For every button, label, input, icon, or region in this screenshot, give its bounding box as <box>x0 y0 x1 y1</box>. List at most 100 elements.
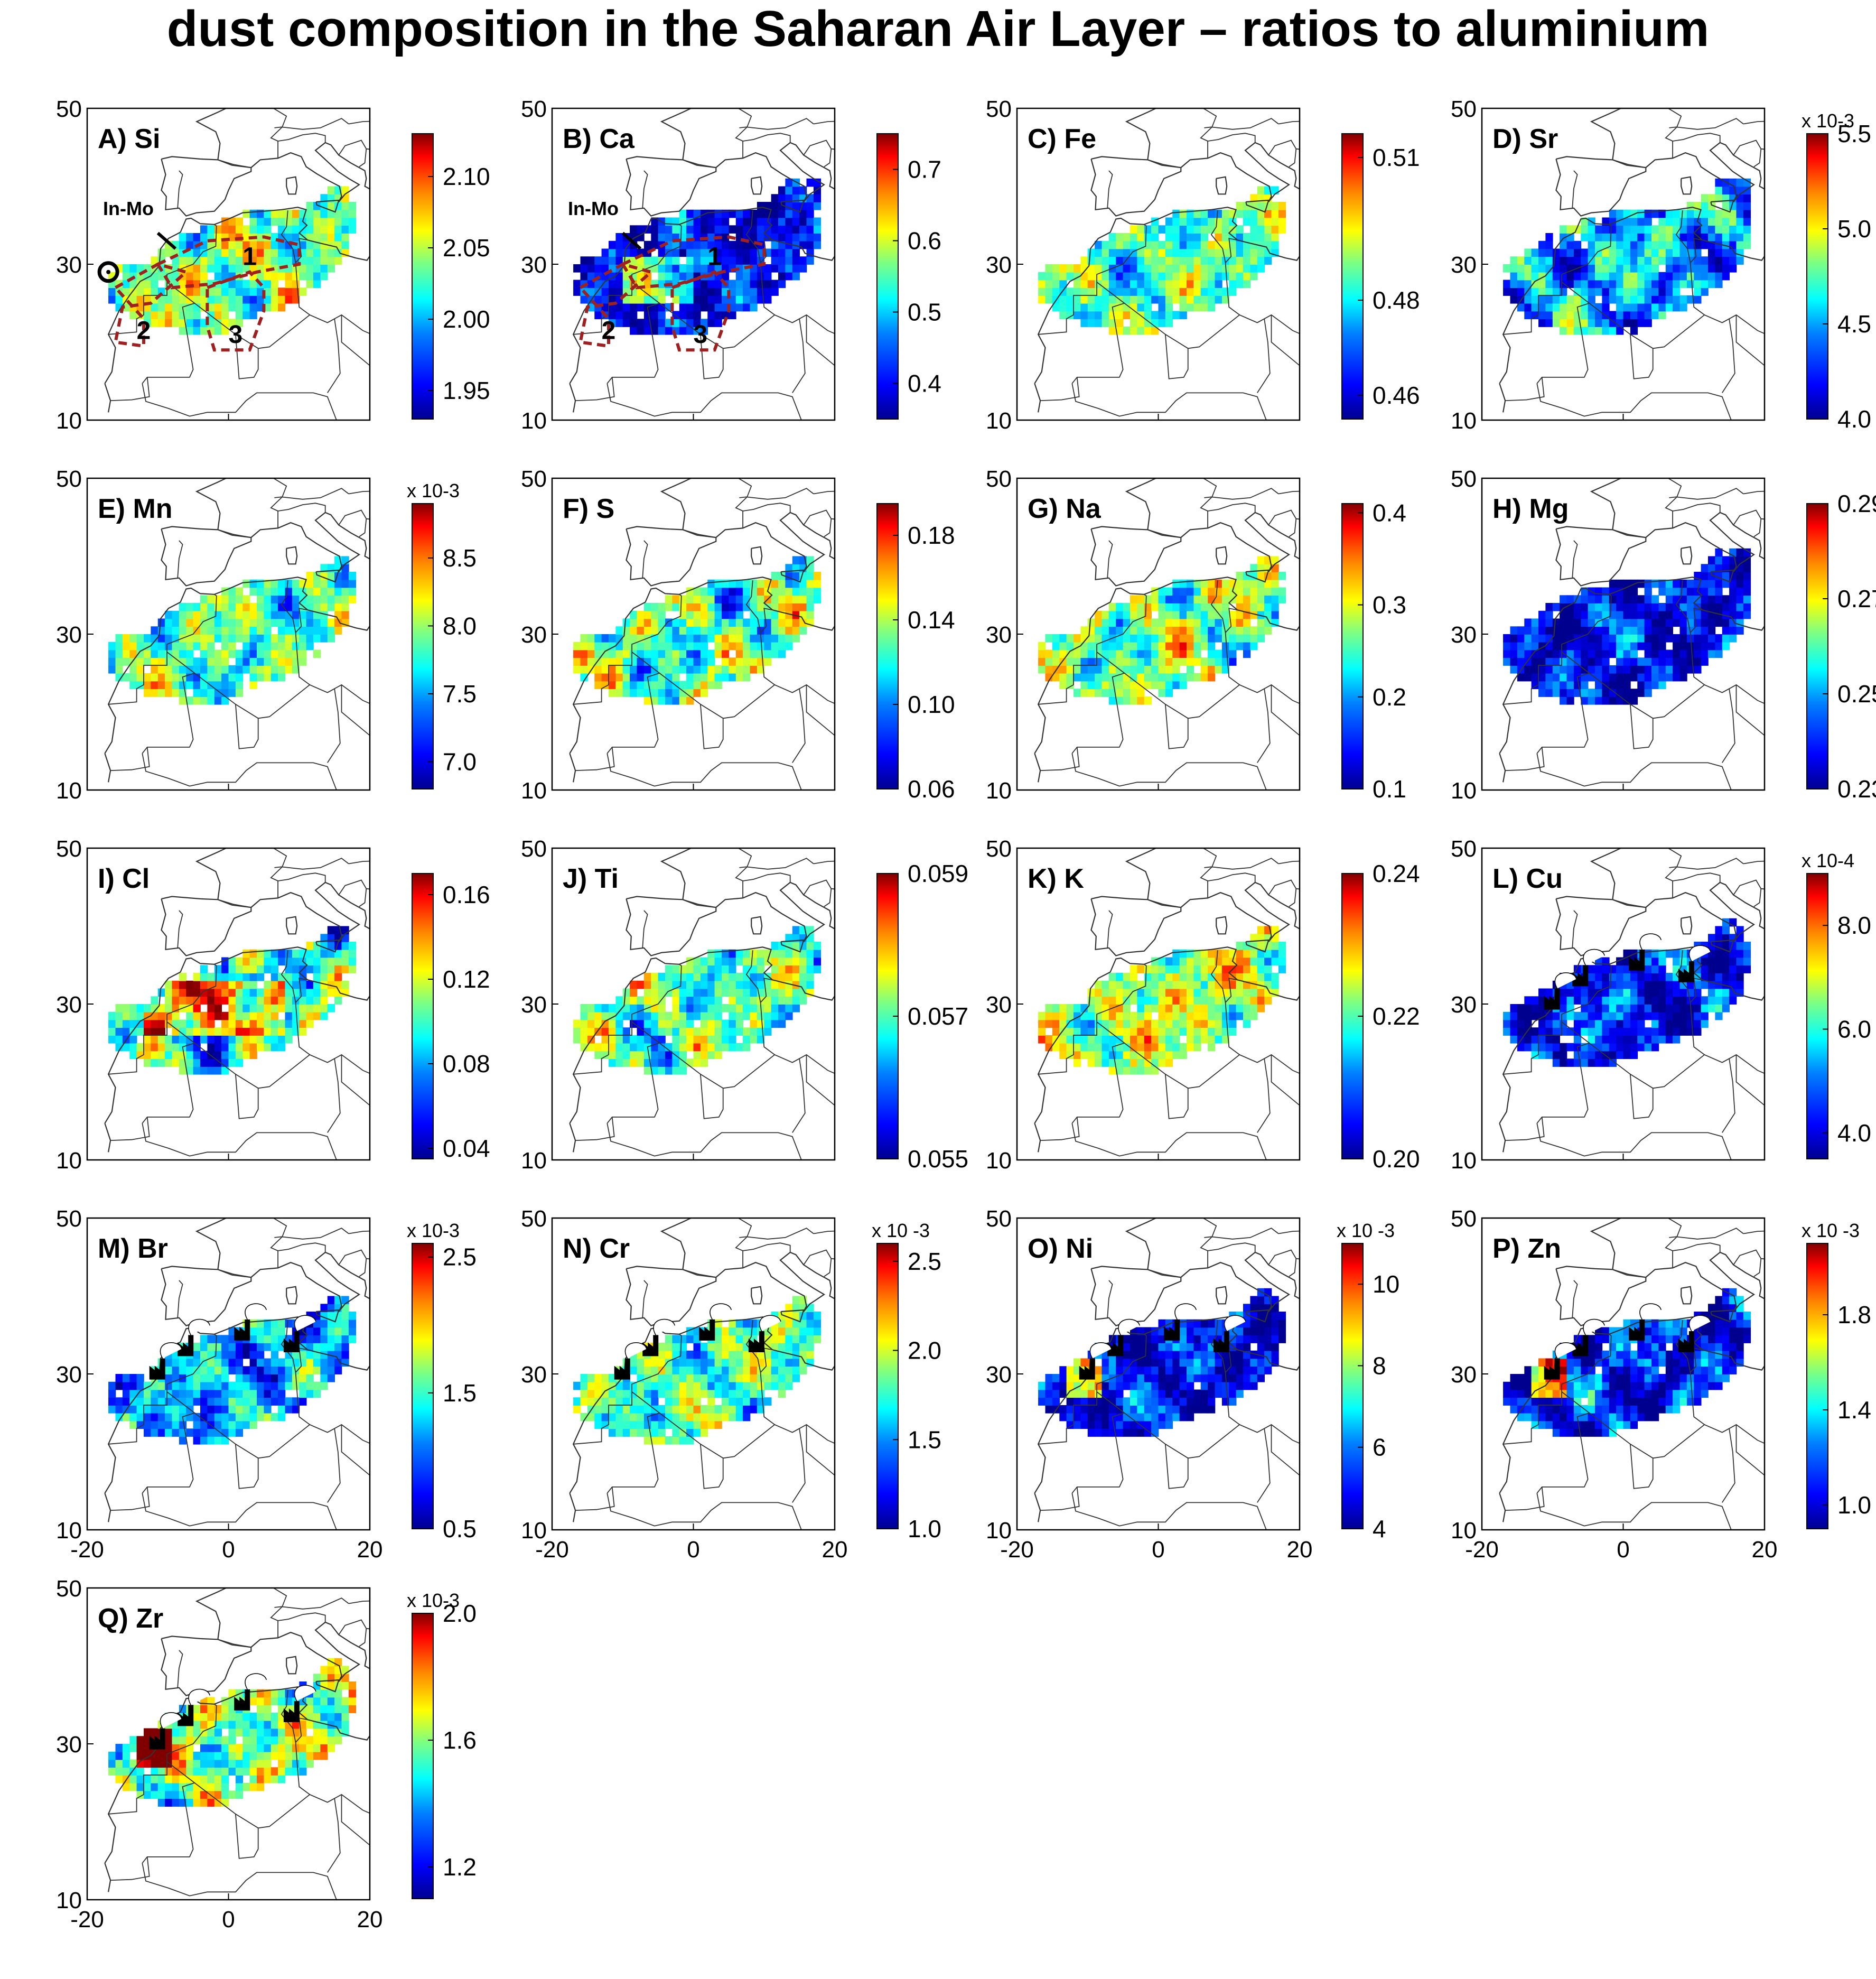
country-border <box>338 879 367 907</box>
heatmap-cell <box>785 603 793 611</box>
heatmap-cell <box>299 1027 307 1036</box>
heatmap-cell <box>341 564 349 572</box>
heatmap-cell <box>122 1011 130 1020</box>
heatmap-cell <box>1573 996 1582 1005</box>
heatmap-cell <box>1200 233 1208 241</box>
heatmap-cell <box>1108 973 1117 981</box>
heatmap-cell <box>1144 233 1152 241</box>
heatmap-cell <box>1264 610 1272 619</box>
heatmap-cell <box>1095 673 1103 682</box>
heatmap-cell <box>1208 579 1216 588</box>
heatmap-cell <box>1581 319 1589 327</box>
heatmap-cell <box>1074 1035 1081 1044</box>
heatmap-cell <box>1250 233 1258 241</box>
heatmap-cell <box>658 264 666 273</box>
country-border <box>735 848 752 881</box>
heatmap-cell <box>750 965 758 973</box>
colorbar-tick-label: 0.22 <box>1373 1002 1420 1030</box>
heatmap-cell <box>334 587 342 596</box>
heatmap-cell <box>249 264 257 273</box>
heatmap-cell <box>1080 689 1088 697</box>
heatmap-cell <box>707 319 715 327</box>
heatmap-cell <box>1158 634 1166 643</box>
heatmap-cell <box>714 1019 722 1028</box>
heatmap-cell <box>1644 610 1652 619</box>
heatmap-cell <box>1158 287 1166 296</box>
heatmap-cell <box>1172 1035 1180 1044</box>
heatmap-cell <box>264 1027 272 1036</box>
heatmap-cell <box>1144 319 1152 327</box>
heatmap-cell <box>1679 272 1687 281</box>
heatmap-cell <box>609 256 617 265</box>
heatmap-cell <box>1158 1027 1166 1036</box>
country-border <box>218 899 251 908</box>
heatmap-cell <box>172 642 180 651</box>
heatmap-cell <box>1144 595 1152 603</box>
heatmap-cells <box>1503 918 1751 1067</box>
heatmap-cell <box>151 1035 158 1044</box>
heatmap-cell <box>693 665 701 674</box>
heatmap-cell <box>735 996 743 1005</box>
heatmap-cell <box>264 287 272 296</box>
heatmap-cell <box>341 217 349 226</box>
heatmap-cell <box>1552 657 1560 666</box>
heatmap-cell <box>1187 665 1194 674</box>
heatmap-cell <box>1630 595 1638 603</box>
heatmap-cell <box>757 1019 765 1028</box>
heatmap-cell <box>1602 689 1610 697</box>
country-border <box>348 120 370 125</box>
heatmap-cell <box>1630 264 1638 273</box>
heatmap-cell <box>700 217 708 226</box>
heatmap-cell <box>186 240 194 249</box>
heatmap-cell <box>1123 673 1131 682</box>
heatmap-cell <box>1187 957 1194 966</box>
heatmap-cell <box>714 610 722 619</box>
heatmap-cell <box>165 248 173 257</box>
heatmap-cell <box>264 256 272 265</box>
heatmap-cell <box>1545 295 1553 304</box>
heatmap-cell <box>707 626 715 635</box>
heatmap-cell <box>601 287 609 296</box>
heatmap-cell <box>157 248 165 257</box>
heatmap-cell <box>693 1058 701 1067</box>
heatmap-cell <box>1102 311 1109 320</box>
heatmap-cell <box>778 1019 786 1028</box>
heatmap-cell <box>242 233 250 241</box>
heatmap-cell <box>1651 256 1659 265</box>
heatmap-cell <box>573 1027 581 1036</box>
heatmap-cell <box>1221 973 1230 981</box>
heatmap-cell <box>1116 248 1124 257</box>
heatmap-cell <box>1095 1051 1103 1060</box>
source-region-label: 2 <box>602 317 616 345</box>
heatmap-cell <box>257 657 265 666</box>
heatmap-cell <box>1137 264 1145 273</box>
heatmap-cell <box>1130 233 1138 241</box>
heatmap-cell <box>1694 665 1702 674</box>
heatmap-cell <box>1080 319 1088 327</box>
heatmap-cell <box>1116 626 1124 635</box>
heatmap-cell <box>1673 665 1681 674</box>
heatmap-cell <box>1187 673 1194 682</box>
heatmap-cell <box>278 980 286 989</box>
heatmap-cell <box>292 272 300 281</box>
heatmap-cell <box>1588 1004 1595 1012</box>
heatmap-cell <box>1179 280 1187 289</box>
country-border <box>1561 224 1612 282</box>
country-border <box>792 689 806 763</box>
heatmap-cell <box>1059 311 1067 320</box>
heatmap-cell <box>1215 988 1222 997</box>
heatmap-cell <box>750 225 758 234</box>
heatmap-cell <box>228 673 236 682</box>
heatmap-cell <box>1538 280 1546 289</box>
heatmap-cell <box>1080 657 1088 666</box>
heatmap-cell <box>630 673 638 682</box>
heatmap-cell <box>1658 209 1666 218</box>
heatmap-cell <box>1595 649 1603 658</box>
heatmap-cell <box>172 649 180 658</box>
heatmap-cell <box>151 1051 158 1060</box>
country-border <box>177 540 183 578</box>
heatmap-cell <box>1715 178 1723 187</box>
heatmap-cell <box>1221 233 1230 241</box>
heatmap-cell <box>615 1051 623 1060</box>
heatmap-cell <box>1609 665 1617 674</box>
